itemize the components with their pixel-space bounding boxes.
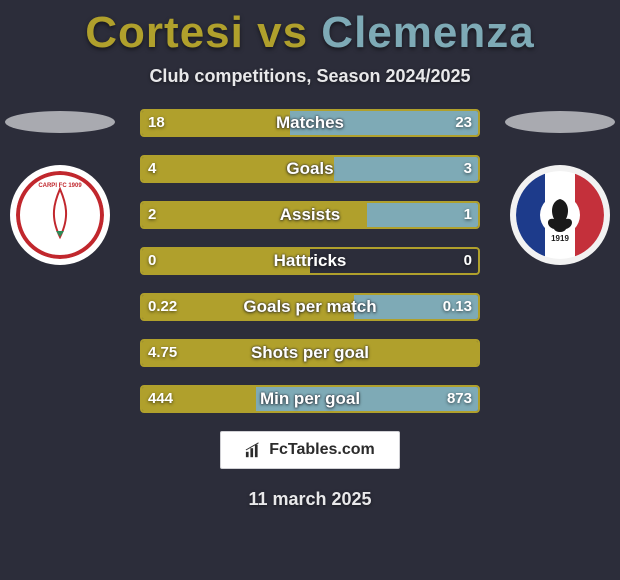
bar-track <box>140 293 480 321</box>
left-player-zone: CARPI FC 1909 <box>0 109 120 265</box>
bar-track <box>140 109 480 137</box>
fctables-logo[interactable]: FcTables.com <box>220 431 400 469</box>
bars-icon <box>245 441 263 459</box>
bar-right-fill <box>334 157 478 181</box>
footer-text: FcTables.com <box>269 441 375 459</box>
bar-track <box>140 247 480 275</box>
stat-row-matches: Matches1823 <box>140 109 480 137</box>
title-vs: vs <box>257 8 308 57</box>
stat-row-hattricks: Hattricks00 <box>140 247 480 275</box>
bar-right-fill <box>354 295 478 319</box>
bar-left-fill <box>142 387 256 411</box>
date-label: 11 march 2025 <box>0 489 620 510</box>
bar-left-fill <box>142 157 334 181</box>
main-content: CARPI FC 1909 <box>0 109 620 413</box>
bar-left-fill <box>142 341 478 365</box>
left-silhouette <box>5 111 115 133</box>
bar-track <box>140 155 480 183</box>
stat-row-goals-per-match: Goals per match0.220.13 <box>140 293 480 321</box>
right-silhouette <box>505 111 615 133</box>
bar-left-fill <box>142 295 354 319</box>
bar-track <box>140 339 480 367</box>
left-club-badge: CARPI FC 1909 <box>10 165 110 265</box>
bar-left-fill <box>142 203 367 227</box>
stat-row-min-per-goal: Min per goal444873 <box>140 385 480 413</box>
bar-track <box>140 385 480 413</box>
svg-text:1919: 1919 <box>551 234 569 243</box>
bar-left-fill <box>142 111 290 135</box>
player-right-name: Clemenza <box>321 8 534 57</box>
player-left-name: Cortesi <box>85 8 244 57</box>
stat-row-goals: Goals43 <box>140 155 480 183</box>
bar-track <box>140 201 480 229</box>
sestri-badge-icon: 1919 <box>516 171 604 259</box>
bar-right-fill <box>290 111 478 135</box>
stat-row-shots-per-goal: Shots per goal4.75 <box>140 339 480 367</box>
stat-bars: Matches1823 Goals43 Assists21 Hattricks00 Go… <box>140 109 480 413</box>
right-player-zone: 1919 <box>500 109 620 265</box>
bar-right-fill <box>256 387 478 411</box>
bar-left-fill <box>142 249 310 273</box>
bar-right-fill <box>367 203 478 227</box>
subtitle: Club competitions, Season 2024/2025 <box>0 66 620 87</box>
svg-text:CARPI FC 1909: CARPI FC 1909 <box>38 183 82 189</box>
carpi-badge-icon: CARPI FC 1909 <box>16 171 104 259</box>
right-club-badge: 1919 <box>510 165 610 265</box>
stat-row-assists: Assists21 <box>140 201 480 229</box>
comparison-title: Cortesi vs Clemenza <box>0 0 620 58</box>
